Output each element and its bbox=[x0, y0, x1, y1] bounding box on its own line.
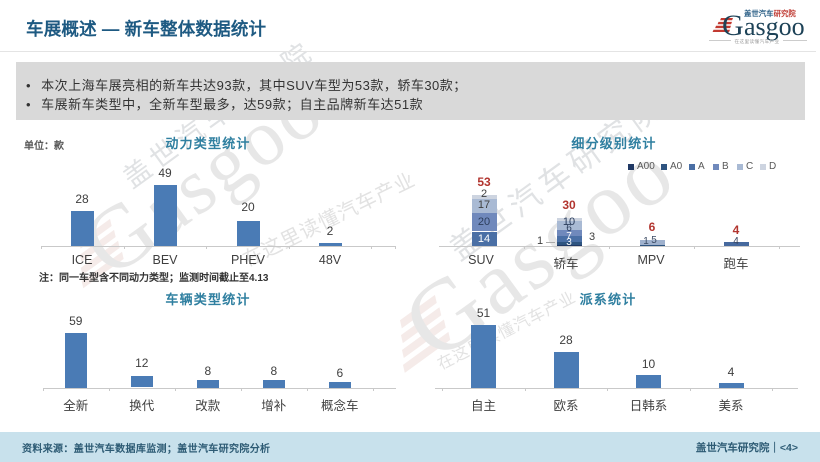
svg-text:asgoo: asgoo bbox=[744, 12, 805, 41]
svg-text:在这里读懂汽车产业: 在这里读懂汽车产业 bbox=[735, 38, 780, 45]
svg-text:G: G bbox=[722, 9, 744, 42]
svg-text:盖世汽车研究院: 盖世汽车研究院 bbox=[744, 9, 796, 18]
